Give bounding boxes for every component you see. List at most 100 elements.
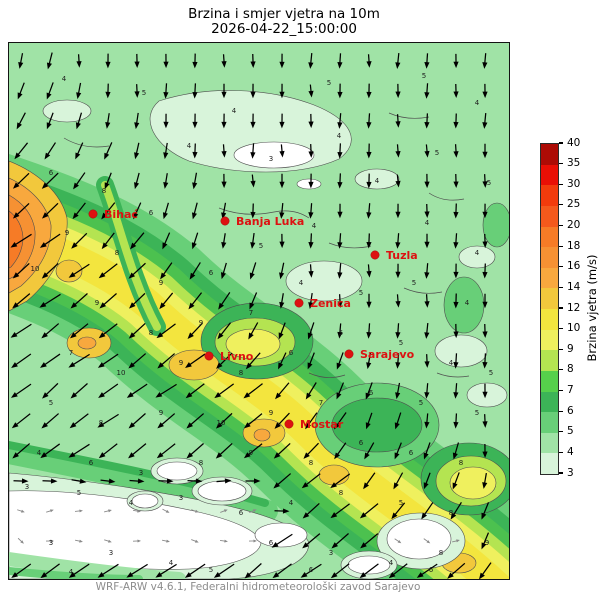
contour-value-label: 3 (139, 469, 143, 477)
contour-value-label: 5 (419, 399, 423, 407)
wind-arrow (192, 113, 198, 129)
colorbar-tick-mark (559, 307, 563, 309)
wind-arrow (308, 144, 314, 158)
wind-arrow (99, 293, 117, 309)
contour-value-label: 3 (179, 494, 183, 502)
wind-arrow (271, 533, 293, 548)
wind-arrow (40, 443, 61, 459)
contour-value-label: 6 (239, 509, 244, 517)
colorbar-segment (541, 267, 558, 289)
wind-arrow (134, 172, 140, 190)
wind-arrow (98, 323, 118, 339)
wind-arrow (482, 293, 488, 309)
wind-arrow (244, 413, 263, 429)
colorbar-tick-mark (559, 142, 563, 144)
wind-arrow (453, 113, 459, 129)
wind-arrow (155, 383, 177, 398)
colorbar-tick-label: 25 (567, 198, 581, 211)
wind-arrow (134, 112, 140, 130)
wind-arrow (159, 292, 174, 310)
city-marker-sarajevo (344, 349, 354, 359)
wind-arrow (213, 563, 235, 578)
wind-arrow (482, 203, 488, 219)
contour-value-label: 4 (232, 107, 237, 115)
city-label-mostar: Mostar (300, 418, 344, 431)
wind-arrow (337, 263, 343, 279)
wind-arrow (308, 203, 314, 219)
wind-arrow (40, 353, 61, 368)
colorbar-segment (541, 412, 558, 433)
colorbar-tick-label: 3 (567, 466, 574, 479)
wind-arrow (453, 83, 459, 99)
wind-arrow (157, 353, 176, 369)
wind-arrow (75, 142, 84, 160)
contour-value-label: 8 (115, 249, 119, 257)
wind-arrow (163, 113, 169, 129)
contour-value-label: 5 (489, 369, 493, 377)
city-label-banja-luka: Banja Luka (236, 215, 304, 228)
wind-arrow (366, 173, 372, 189)
colorbar-segment (541, 226, 558, 248)
colorbar-tick-label: 40 (567, 136, 581, 149)
city-marker-zenica (294, 298, 304, 308)
wind-arrow (333, 412, 347, 430)
wind-arrow (424, 263, 430, 279)
wind-arrow (97, 563, 119, 578)
wind-arrow (101, 232, 115, 250)
wind-arrow (41, 172, 59, 189)
colorbar-tick-label: 18 (567, 239, 581, 252)
contour-value-label: 4 (389, 559, 394, 567)
wind-arrow (186, 443, 204, 459)
wind-arrow (41, 323, 60, 339)
wind-arrow (221, 83, 227, 99)
contour-value-label: 4 (69, 568, 74, 576)
wind-arrow (249, 262, 257, 280)
wind-arrow (250, 174, 256, 188)
contour-value-label: 6 (359, 439, 364, 447)
colorbar-tick-mark (559, 245, 563, 247)
wind-arrow (45, 539, 54, 543)
wind-arrow (336, 382, 345, 400)
contour-value-label: 4 (465, 299, 470, 307)
wind-arrow (453, 53, 459, 69)
wind-arrow (308, 173, 314, 189)
contour-value-label: 7 (249, 309, 253, 317)
wind-arrow (273, 473, 292, 489)
wind-arrow (184, 563, 206, 578)
wind-arrow (482, 234, 488, 248)
wind-arrow (218, 292, 231, 310)
city-label-zenica: Zenica (310, 297, 351, 310)
city-marker-banja-luka (220, 216, 230, 226)
colorbar-tick-mark (559, 183, 563, 185)
wind-arrow (453, 263, 459, 279)
colorbar-tick-mark (559, 266, 563, 268)
wind-arrow (305, 412, 318, 430)
colorbar-segment (541, 247, 558, 268)
wind-arrow (308, 84, 314, 98)
contour-value-label: 4 (375, 177, 380, 185)
wind-arrow (156, 323, 176, 339)
contour-value-label: 4 (449, 359, 454, 367)
wind-arrow (334, 442, 347, 460)
colorbar-tick-label: 20 (567, 219, 581, 231)
wind-arrow (364, 442, 375, 460)
wind-arrow (308, 292, 314, 309)
wind-arrow (424, 383, 430, 399)
wind-arrow (482, 472, 488, 489)
wind-arrow (279, 144, 285, 158)
contour-value-label: 6 (149, 209, 154, 217)
wind-arrow (365, 412, 373, 430)
colorbar-tick-label: 8 (567, 363, 574, 376)
colorbar-segment (541, 370, 558, 392)
wind-arrow (337, 203, 343, 219)
wind-arrow (424, 83, 430, 99)
wind-arrow (105, 83, 111, 99)
wind-arrow (447, 562, 466, 579)
wind-arrow (274, 508, 290, 514)
wind-arrow (70, 383, 88, 399)
wind-arrow (104, 172, 112, 190)
wind-arrow (249, 292, 258, 310)
contour-value-label: 5 (49, 399, 53, 407)
wind-arrow (105, 53, 111, 69)
colorbar-segment (541, 391, 558, 413)
